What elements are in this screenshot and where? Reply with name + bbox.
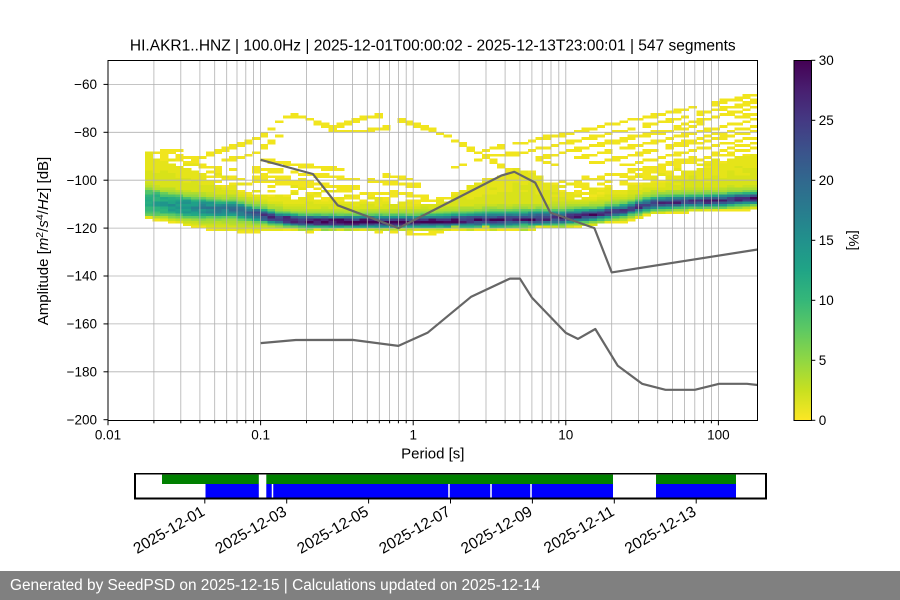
svg-text:10: 10 — [558, 428, 573, 443]
svg-text:−160: −160 — [67, 317, 97, 332]
svg-text:100: 100 — [707, 428, 730, 443]
svg-text:−60: −60 — [74, 77, 97, 92]
svg-text:Period [s]: Period [s] — [401, 445, 464, 462]
svg-text:25: 25 — [819, 113, 834, 128]
svg-text:10: 10 — [819, 293, 834, 308]
svg-text:0.1: 0.1 — [251, 428, 270, 443]
svg-text:HI.AKR1..HNZ | 100.0Hz | 2025-: HI.AKR1..HNZ | 100.0Hz | 2025-12-01T00:0… — [130, 37, 736, 54]
svg-text:30: 30 — [819, 53, 834, 68]
svg-text:1: 1 — [409, 428, 417, 443]
svg-text:−80: −80 — [74, 125, 97, 140]
svg-text:−100: −100 — [67, 173, 97, 188]
svg-text:5: 5 — [819, 353, 827, 368]
svg-text:Amplitude [m2/s4/Hz] [dB]: Amplitude [m2/s4/Hz] [dB] — [34, 157, 52, 325]
svg-text:−120: −120 — [67, 221, 97, 236]
svg-text:15: 15 — [819, 233, 834, 248]
svg-text:[%]: [%] — [846, 230, 862, 250]
svg-text:20: 20 — [819, 173, 834, 188]
svg-text:−200: −200 — [67, 412, 97, 427]
svg-text:−140: −140 — [67, 269, 97, 284]
svg-text:0.01: 0.01 — [95, 428, 121, 443]
svg-text:−180: −180 — [67, 365, 97, 380]
svg-text:0: 0 — [819, 413, 827, 428]
